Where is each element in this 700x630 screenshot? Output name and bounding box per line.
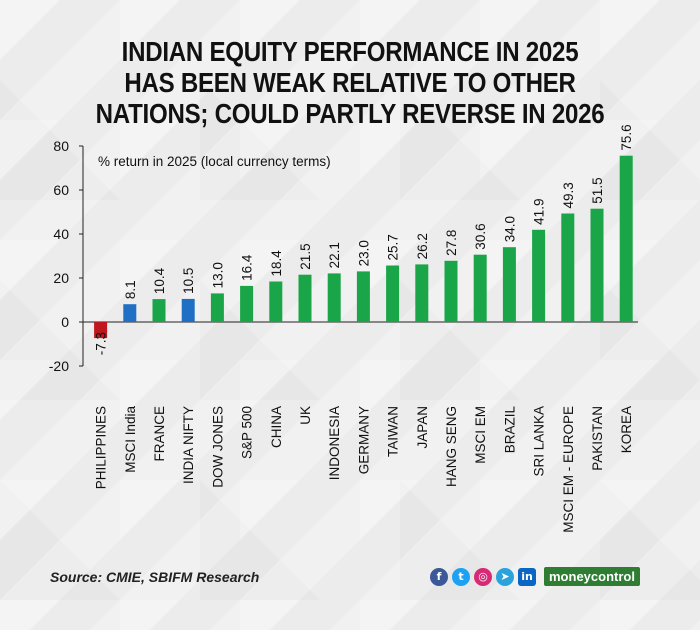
category-label: MSCI EM xyxy=(473,406,488,464)
category-label: S&P 500 xyxy=(240,406,255,459)
chart-title: INDIAN EQUITY PERFORMANCE IN 2025 HAS BE… xyxy=(49,36,651,129)
category-label: UK xyxy=(298,406,313,425)
title-line-2: HAS BEEN WEAK RELATIVE TO OTHER xyxy=(124,67,576,98)
bar xyxy=(269,281,283,322)
bar xyxy=(502,247,516,322)
category-label: CHINA xyxy=(269,406,284,448)
y-tick-label: -20 xyxy=(49,358,69,374)
category-label: INDIA NIFTY xyxy=(181,406,196,484)
brand-logo: moneycontrol xyxy=(544,567,640,586)
bar xyxy=(181,298,195,322)
category-label: PAKISTAN xyxy=(590,406,605,471)
twitter-icon[interactable]: t xyxy=(452,567,470,586)
category-label: TAIWAN xyxy=(386,406,401,457)
title-line-1: INDIAN EQUITY PERFORMANCE IN 2025 xyxy=(121,36,579,67)
category-label: PHILIPPINES xyxy=(94,406,109,489)
social-links: f t ◎ ➤ in moneycontrol xyxy=(430,567,640,586)
bar-value-label: 51.5 xyxy=(590,177,605,203)
bar-value-label: 23.0 xyxy=(356,240,371,266)
bar xyxy=(298,274,312,322)
bar-value-label: 10.4 xyxy=(152,267,167,294)
bar-value-label: 34.0 xyxy=(502,216,517,242)
bar xyxy=(240,285,254,322)
chart-annotation: % return in 2025 (local currency terms) xyxy=(98,154,331,169)
category-label: MSCI EM - EUROPE xyxy=(561,406,576,533)
bar-value-label: 49.3 xyxy=(561,182,576,208)
y-tick-label: 0 xyxy=(61,314,69,330)
bar-value-label: 25.7 xyxy=(386,234,401,260)
bar xyxy=(94,322,108,339)
category-label: DOW JONES xyxy=(210,406,225,488)
category-label: MSCI India xyxy=(123,406,138,473)
bar-value-label: 22.1 xyxy=(327,242,342,268)
bar xyxy=(210,293,224,322)
bar-value-label: 26.2 xyxy=(415,233,430,259)
bar xyxy=(123,304,137,322)
facebook-icon[interactable]: f xyxy=(430,567,448,586)
bar xyxy=(327,273,341,322)
bar-value-label: 30.6 xyxy=(473,223,488,249)
bar xyxy=(532,229,546,322)
bar-value-label: 16.4 xyxy=(240,254,255,281)
bar xyxy=(444,260,458,322)
category-label: SRI LANKA xyxy=(532,406,547,477)
bar-value-label: -7.3 xyxy=(94,332,109,355)
linkedin-icon[interactable]: in xyxy=(518,567,536,586)
bar xyxy=(386,265,400,322)
bar xyxy=(473,254,487,322)
category-label: KOREA xyxy=(619,406,634,453)
y-tick-label: 80 xyxy=(53,138,69,154)
bar-value-label: 41.9 xyxy=(532,199,547,225)
bar xyxy=(356,271,370,322)
bar xyxy=(619,155,633,322)
category-label: FRANCE xyxy=(152,406,167,462)
category-label: GERMANY xyxy=(356,406,371,474)
category-label: HANG SENG xyxy=(444,406,459,487)
bar xyxy=(152,299,166,322)
bar-value-label: 18.4 xyxy=(269,250,284,277)
bar-value-label: 13.0 xyxy=(210,262,225,288)
y-tick-label: 20 xyxy=(53,270,69,286)
bar-value-label: 27.8 xyxy=(444,230,459,256)
telegram-icon[interactable]: ➤ xyxy=(496,567,514,586)
bar-value-label: 8.1 xyxy=(123,280,138,299)
source-note: Source: CMIE, SBIFM Research xyxy=(50,569,260,585)
category-label: BRAZIL xyxy=(502,406,517,454)
title-line-3: NATIONS; COULD PARTLY REVERSE IN 2026 xyxy=(95,98,605,129)
instagram-icon[interactable]: ◎ xyxy=(474,567,492,586)
bar-chart: -20 0 20 40 60 80 % return in 2025 (local curr… xyxy=(49,124,638,533)
category-label: INDONESIA xyxy=(327,406,342,480)
category-label: JAPAN xyxy=(415,406,430,449)
bar-value-label: 75.6 xyxy=(619,124,634,150)
y-tick-label: 40 xyxy=(53,226,69,242)
bar xyxy=(561,213,575,322)
bar xyxy=(590,208,604,322)
y-tick-label: 60 xyxy=(53,182,69,198)
bar xyxy=(415,264,429,322)
bar-value-label: 21.5 xyxy=(298,243,313,269)
bar-value-label: 10.5 xyxy=(181,268,196,294)
